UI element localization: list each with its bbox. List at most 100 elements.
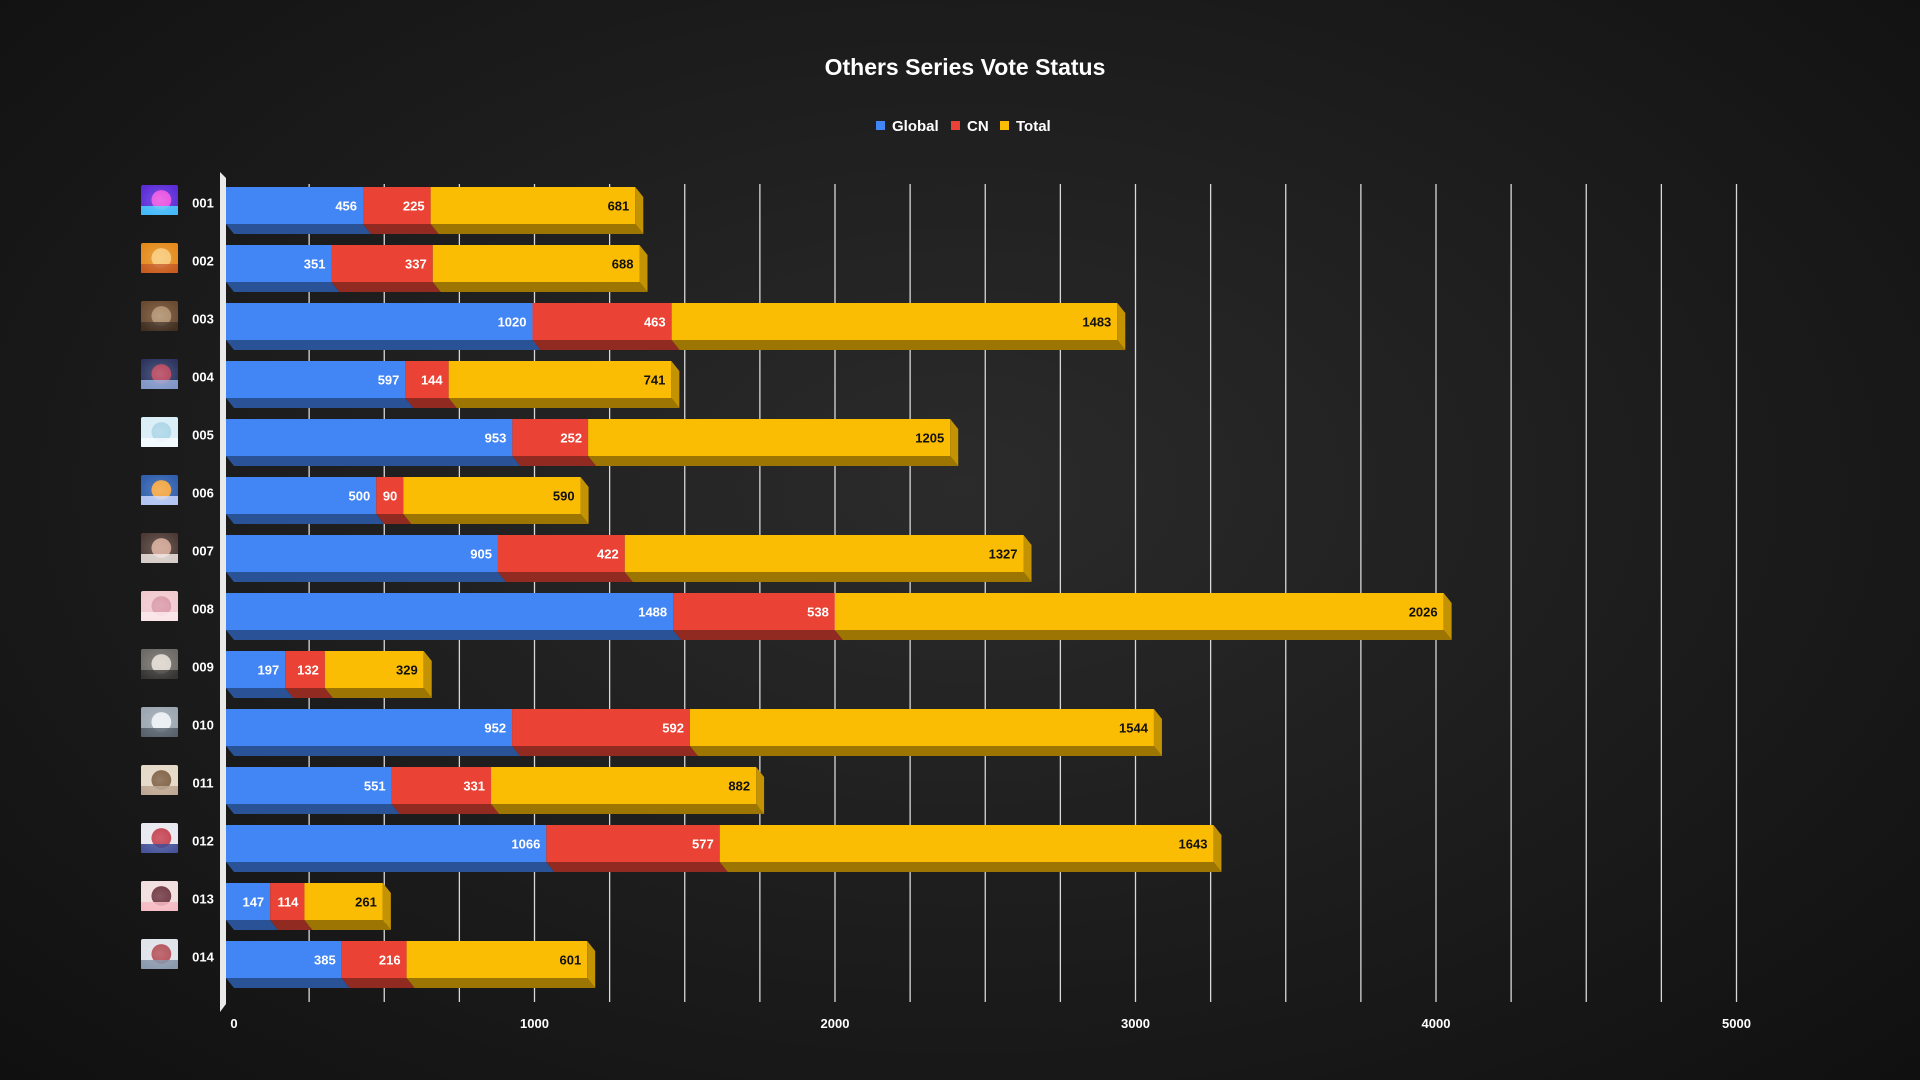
bar-total: 882	[491, 767, 765, 814]
category-label: 008	[192, 602, 214, 617]
x-tick-label: 1000	[520, 1016, 549, 1031]
bars: 456 225 681 351 337 688 1020 463 1483 597 144 741 95…	[226, 187, 1452, 988]
value-label-global: 456	[335, 199, 357, 214]
scene-thumbnail-icon	[141, 939, 178, 969]
bar-total: 681	[430, 187, 644, 234]
landscape-thumbnail-icon	[141, 649, 178, 679]
legend-label-cn: CN	[967, 118, 989, 135]
poster-thumbnail-icon	[141, 823, 178, 853]
value-label-global: 147	[242, 895, 264, 910]
value-label-total: 590	[553, 489, 575, 504]
bar-total: 1483	[671, 303, 1126, 350]
value-label-global: 1488	[638, 605, 667, 620]
value-label-cn: 463	[644, 315, 666, 330]
value-label-global: 500	[349, 489, 371, 504]
axis-wall-face	[220, 172, 226, 1012]
value-label-total: 261	[355, 895, 377, 910]
legend-swatch-global	[876, 121, 885, 130]
value-label-cn: 144	[421, 373, 443, 388]
bar-total: 688	[432, 245, 648, 292]
bar-row: 1020 463 1483	[226, 303, 1126, 350]
bar-cn: 592	[512, 709, 698, 756]
value-label-global: 952	[484, 721, 506, 736]
legend-swatch-total	[1000, 121, 1009, 130]
bar-cn: 337	[331, 245, 441, 292]
category-labels: 001 002 003 004 005 006 007 008 009 010 011 012 013 0…	[141, 185, 215, 969]
bar-cn: 577	[546, 825, 728, 872]
ship-thumbnail-icon	[141, 533, 178, 563]
bar-total: 1327	[624, 535, 1032, 582]
category-label: 007	[192, 544, 214, 559]
bar-global: 500	[226, 477, 385, 524]
bar-global: 197	[226, 651, 294, 698]
legend-label-total: Total	[1016, 118, 1051, 135]
cartoon-thumbnail-icon	[141, 243, 178, 273]
legend-swatch-cn	[951, 121, 960, 130]
bar-row: 1488 538 2026	[226, 593, 1452, 640]
value-label-cn: 337	[405, 257, 427, 272]
pattern-thumbnail-icon	[141, 765, 178, 795]
value-label-cn: 132	[297, 663, 319, 678]
aurora-thumbnail-icon	[141, 185, 178, 215]
bar-global: 1066	[226, 825, 555, 872]
value-label-cn: 422	[597, 547, 619, 562]
value-label-cn: 577	[692, 837, 714, 852]
bar-row: 597 144 741	[226, 361, 680, 408]
value-label-total: 1643	[1179, 837, 1208, 852]
winter-thumbnail-icon	[141, 707, 178, 737]
value-label-global: 953	[485, 431, 507, 446]
bar-global: 905	[226, 535, 506, 582]
bar-global: 952	[226, 709, 521, 756]
value-label-global: 351	[304, 257, 326, 272]
value-label-total: 1483	[1082, 315, 1111, 330]
bar-global: 1020	[226, 303, 541, 350]
value-label-total: 601	[559, 953, 581, 968]
bar-global: 456	[226, 187, 372, 234]
value-label-total: 1544	[1119, 721, 1149, 736]
value-label-total: 329	[396, 663, 418, 678]
bar-cn: 114	[270, 883, 313, 930]
category-label: 013	[192, 892, 214, 907]
bar-row: 147 114 261	[226, 883, 391, 930]
x-tick-label: 4000	[1422, 1016, 1451, 1031]
bar-global: 147	[226, 883, 279, 930]
value-label-cn: 252	[560, 431, 582, 446]
x-tick-label: 2000	[821, 1016, 850, 1031]
category-label: 014	[192, 950, 214, 965]
value-label-cn: 90	[383, 489, 397, 504]
value-label-total: 681	[608, 199, 630, 214]
value-label-total: 1205	[915, 431, 944, 446]
value-label-cn: 216	[379, 953, 401, 968]
robot-thumbnail-icon	[141, 359, 178, 389]
value-label-global: 905	[470, 547, 492, 562]
axis-wall	[220, 172, 226, 1012]
bar-row: 905 422 1327	[226, 535, 1032, 582]
figure-thumbnail-icon	[141, 475, 178, 505]
bar-row: 551 331 882	[226, 767, 765, 814]
bar-row: 351 337 688	[226, 245, 648, 292]
bar-row: 500 90 590	[226, 477, 589, 524]
bar-global: 551	[226, 767, 400, 814]
value-label-total: 882	[728, 779, 750, 794]
blossom-thumbnail-icon	[141, 591, 178, 621]
x-tick-label: 0	[230, 1016, 237, 1031]
category-label: 004	[192, 370, 214, 385]
x-tick-label: 5000	[1722, 1016, 1751, 1031]
category-label: 010	[192, 718, 214, 733]
value-label-cn: 331	[463, 779, 485, 794]
bar-total: 2026	[834, 593, 1452, 640]
room-thumbnail-icon	[141, 301, 178, 331]
bar-row: 952 592 1544	[226, 709, 1162, 756]
category-label: 005	[192, 428, 214, 443]
bar-total: 1544	[689, 709, 1162, 756]
value-label-total: 1327	[989, 547, 1018, 562]
bar-row: 197 132 329	[226, 651, 432, 698]
bar-global: 385	[226, 941, 350, 988]
bar-global: 1488	[226, 593, 682, 640]
value-label-global: 197	[257, 663, 279, 678]
bar-global: 953	[226, 419, 521, 466]
category-label: 011	[193, 776, 214, 791]
value-label-cn: 592	[662, 721, 684, 736]
bar-row: 1066 577 1643	[226, 825, 1222, 872]
category-label: 009	[192, 660, 214, 675]
